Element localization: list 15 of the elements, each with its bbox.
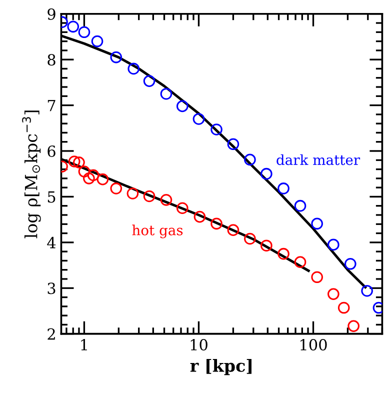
series-label: hot gas [132, 224, 183, 238]
y-tick-label: 5 [48, 191, 56, 203]
y-tick-label: 3 [48, 282, 56, 294]
series-label: dark matter [276, 154, 360, 166]
y-tick-label: 6 [48, 145, 56, 158]
y-axis-title: log ρ[M$_{⊙}$kpc$^{−3}$] [22, 110, 41, 238]
y-tick-label: 4 [47, 236, 56, 248]
x-tick-label: 10 [190, 338, 208, 351]
x-tick-label: 1 [81, 338, 87, 350]
y-tick-label: 2 [48, 328, 55, 340]
x-tick-label: 100 [300, 338, 327, 351]
y-tick-label: 7 [48, 100, 56, 112]
y-tick-label: 8 [48, 54, 56, 66]
x-axis-title: r [kpc] [190, 359, 252, 376]
y-tick-label: 9 [48, 8, 56, 20]
